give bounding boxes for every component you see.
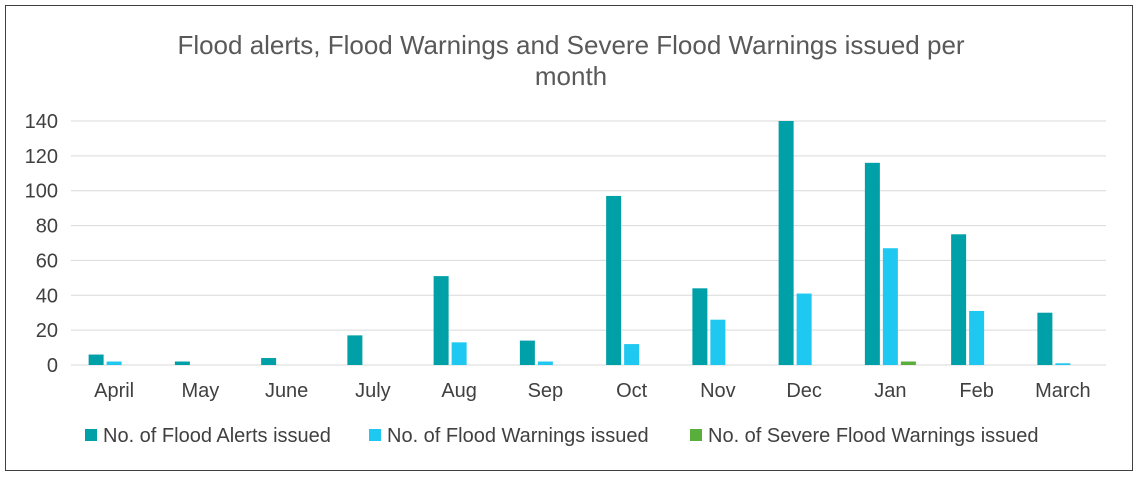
legend-label: No. of Flood Warnings issued (387, 425, 649, 447)
x-axis-categories: April May June July Aug Sep Oct Nov Dec Jan Feb Mar… (94, 380, 1091, 402)
chart-title-line-2: month (535, 61, 607, 91)
bars (88, 121, 1071, 365)
y-axis-ticks: 0 20 40 60 80 100 120 140 (25, 111, 58, 377)
y-tick-label: 100 (25, 181, 58, 203)
legend-swatch (369, 429, 381, 441)
bar-flood-warnings (624, 344, 640, 365)
y-tick-label: 0 (47, 355, 58, 377)
bar-flood-alerts (261, 358, 277, 365)
y-tick-label: 140 (25, 111, 58, 133)
x-category-label: Aug (441, 380, 477, 402)
bar-flood-alerts (692, 288, 708, 365)
legend-swatch (85, 429, 97, 441)
x-category-label: Feb (959, 380, 993, 402)
legend-swatch (690, 429, 702, 441)
y-tick-label: 40 (36, 285, 58, 307)
x-category-label: Nov (700, 380, 736, 402)
chart-frame: Flood alerts, Flood Warnings and Severe … (5, 5, 1133, 471)
x-category-label: April (94, 380, 134, 402)
x-category-label: June (265, 380, 308, 402)
bar-flood-alerts (864, 162, 880, 365)
x-category-label: Dec (786, 380, 822, 402)
bar-flood-alerts (88, 354, 104, 365)
bar-flood-alerts (174, 361, 190, 365)
bar-flood-alerts (347, 335, 363, 365)
bar-flood-alerts (951, 234, 967, 365)
x-category-label: Jan (874, 380, 906, 402)
bar-flood-alerts (778, 121, 794, 365)
x-category-label: March (1035, 380, 1091, 402)
x-category-label: Sep (528, 380, 564, 402)
bar-flood-warnings (451, 342, 467, 365)
bar-flood-warnings (106, 361, 122, 365)
bar-flood-warnings (537, 361, 553, 365)
bar-flood-warnings (969, 310, 985, 365)
x-category-label: July (355, 380, 391, 402)
y-tick-label: 80 (36, 216, 58, 238)
bar-flood-warnings (1055, 363, 1071, 365)
bar-flood-warnings (882, 248, 898, 365)
chart-title-line-1: Flood alerts, Flood Warnings and Severe … (177, 30, 964, 60)
legend-label: No. of Severe Flood Warnings issued (708, 425, 1039, 447)
y-tick-label: 120 (25, 146, 58, 168)
legend: No. of Flood Alerts issued No. of Flood W… (85, 425, 1039, 447)
chart-title: Flood alerts, Flood Warnings and Severe … (177, 30, 964, 91)
legend-label: No. of Flood Alerts issued (103, 425, 331, 447)
bar-severe-flood-warnings (900, 361, 916, 365)
chart-svg: Flood alerts, Flood Warnings and Severe … (25, 30, 1106, 447)
bar-flood-alerts (433, 276, 449, 365)
bar-flood-alerts (1037, 312, 1053, 365)
x-category-label: Oct (616, 380, 648, 402)
bar-flood-warnings (710, 319, 726, 365)
bar-flood-alerts (519, 340, 535, 365)
x-category-label: May (181, 380, 219, 402)
bar-flood-alerts (606, 195, 622, 365)
bar-flood-warnings (796, 293, 812, 365)
gridlines (71, 120, 1106, 366)
y-tick-label: 20 (36, 320, 58, 342)
y-tick-label: 60 (36, 250, 58, 272)
